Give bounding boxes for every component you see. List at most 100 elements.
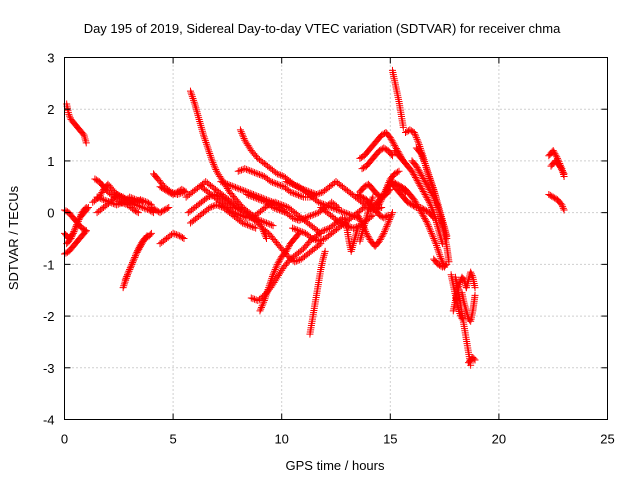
data-point-marker (249, 168, 257, 176)
data-point-marker (358, 165, 366, 173)
series-arc-11 (121, 232, 151, 284)
data-point-marker (275, 171, 283, 179)
data-point-marker (470, 355, 478, 363)
grid-lines (64, 57, 608, 420)
data-point-marker (121, 276, 129, 284)
data-point-marker (230, 183, 238, 191)
y-tick-label: -3 (43, 361, 55, 376)
data-point-marker (163, 187, 171, 195)
data-point-marker (68, 233, 76, 241)
data-point-marker (132, 250, 140, 258)
data-point-marker (128, 260, 136, 268)
data-point-marker (93, 193, 101, 201)
data-point-marker (417, 208, 425, 216)
series-arc-45 (391, 147, 446, 248)
data-point-marker (429, 192, 437, 200)
chart-title: Day 195 of 2019, Sidereal Day-to-day VTE… (84, 21, 561, 36)
data-point-marker (422, 217, 430, 225)
data-point-marker (180, 235, 188, 242)
data-point-marker (245, 222, 253, 230)
data-point-marker (126, 193, 134, 201)
data-point-marker (411, 173, 419, 181)
series-arc-49 (408, 157, 451, 240)
series-arc-29 (282, 178, 362, 222)
data-point-marker (421, 214, 429, 222)
data-point-marker (295, 191, 303, 199)
data-point-marker (392, 169, 400, 177)
data-point-marker (431, 238, 439, 246)
data-point-marker (415, 203, 423, 211)
data-point-marker (424, 221, 432, 229)
data-point-marker (104, 198, 112, 206)
data-point-marker (144, 199, 152, 207)
data-point-marker (381, 189, 389, 197)
data-point-marker (378, 131, 386, 139)
data-point-marker (245, 214, 253, 222)
data-point-marker (208, 203, 216, 211)
data-point-marker (273, 199, 281, 207)
x-tick-label: 10 (274, 432, 288, 447)
data-point-marker (420, 158, 428, 166)
data-point-marker (413, 135, 421, 143)
data-point-marker (427, 202, 435, 210)
data-point-marker (240, 220, 248, 228)
data-point-marker (375, 237, 383, 245)
data-point-marker (336, 219, 344, 227)
data-point-marker (438, 256, 446, 264)
y-tick-label: 0 (47, 206, 54, 221)
data-point-marker (209, 202, 217, 210)
data-point-marker (410, 196, 418, 204)
data-point-marker (441, 261, 449, 269)
data-point-marker (262, 219, 270, 227)
data-point-marker (177, 233, 185, 241)
data-point-marker (74, 219, 82, 227)
data-point-marker (408, 167, 416, 175)
data-point-marker (381, 228, 389, 236)
series-arc-46 (397, 183, 449, 271)
data-point-marker (257, 303, 265, 311)
data-point-marker (247, 167, 255, 175)
data-point-marker (249, 295, 257, 303)
data-point-marker (292, 225, 300, 233)
data-point-marker (179, 234, 187, 242)
data-point-marker (267, 221, 275, 229)
data-point-marker (414, 178, 422, 186)
data-point-marker (134, 245, 142, 253)
data-point-marker (414, 137, 422, 145)
data-point-marker (360, 183, 368, 191)
data-point-marker (236, 126, 244, 134)
data-point-marker (419, 154, 427, 162)
data-point-marker (254, 195, 262, 203)
data-point-marker (394, 168, 402, 176)
data-point-marker (266, 200, 274, 208)
data-point-marker (65, 110, 73, 118)
y-tick-labels: -4 -3 -2 -1 0 1 2 3 (43, 51, 55, 428)
data-point-marker (246, 167, 254, 175)
data-point-marker (429, 233, 437, 241)
data-point-marker (321, 201, 329, 209)
data-point-marker (83, 205, 91, 213)
data-point-marker (437, 254, 445, 262)
data-point-marker (160, 206, 168, 214)
data-point-marker (131, 252, 139, 260)
data-point-marker (290, 225, 298, 233)
data-point-marker (413, 164, 421, 172)
data-point-marker (113, 191, 121, 199)
data-point-marker (417, 170, 425, 178)
data-point-marker (430, 236, 438, 244)
data-point-marker (551, 194, 559, 202)
data-point-marker (329, 204, 337, 212)
data-point-marker (160, 185, 168, 193)
data-point-marker (423, 181, 431, 189)
data-point-marker (312, 191, 320, 199)
data-point-marker (417, 151, 425, 159)
series-arc-23 (234, 165, 320, 201)
data-point-marker (135, 197, 143, 205)
data-point-marker (412, 134, 420, 142)
data-point-marker (369, 193, 377, 201)
data-point-marker (264, 220, 272, 228)
data-point-marker (407, 127, 415, 135)
data-point-marker (420, 189, 428, 197)
data-point-marker (388, 152, 396, 160)
series-arc-42 (358, 144, 396, 173)
